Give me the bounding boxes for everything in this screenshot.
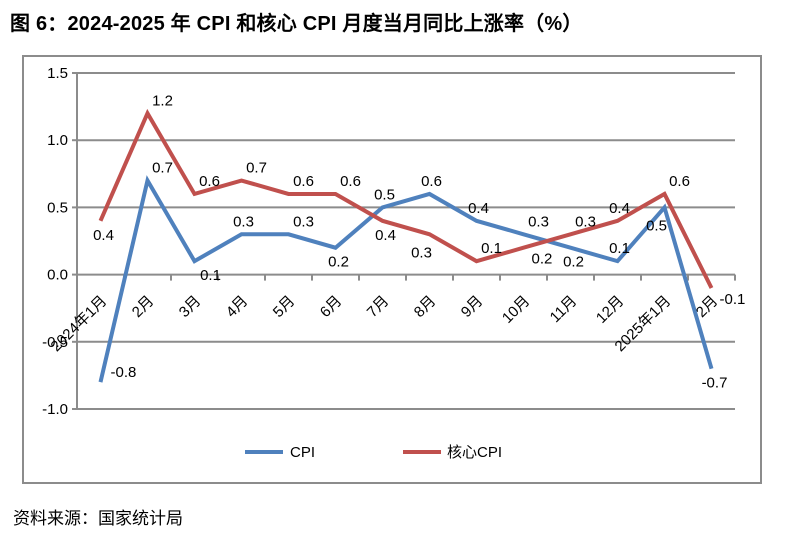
data-label: 0.5 (374, 186, 395, 203)
data-label: 1.2 (152, 92, 173, 109)
y-axis-label: -0.5 (42, 334, 68, 351)
data-label: -0.1 (720, 291, 746, 308)
data-label: 0.6 (293, 173, 314, 190)
data-label: 0.3 (233, 213, 254, 230)
data-label: 0.4 (93, 227, 114, 244)
data-label: 0.7 (152, 160, 173, 177)
data-label: 0.2 (532, 251, 553, 268)
x-axis-label: 9月 (458, 292, 487, 321)
x-axis-label: 12月 (593, 292, 627, 326)
data-label: 0.2 (328, 254, 349, 271)
data-label: 0.1 (200, 267, 221, 284)
data-label: 0.6 (669, 173, 690, 190)
y-axis-label: 0.0 (47, 267, 68, 284)
data-label: 0.6 (421, 173, 442, 190)
x-axis-label: 4月 (223, 292, 252, 321)
data-label: 0.4 (468, 200, 489, 217)
x-axis-label: 7月 (364, 292, 393, 321)
y-axis-label: -1.0 (42, 401, 68, 418)
x-axis-label: 8月 (411, 292, 440, 321)
source-note: 资料来源：国家统计局 (13, 509, 183, 528)
x-axis-label: 2月 (129, 292, 158, 321)
data-label: -0.8 (111, 364, 137, 381)
data-label: 0.3 (411, 244, 432, 261)
data-label: 0.3 (575, 213, 596, 230)
data-label: 0.6 (199, 173, 220, 190)
legend-label: CPI (290, 444, 315, 461)
y-axis-label: 1.5 (47, 65, 68, 82)
data-label: 0.2 (563, 254, 584, 271)
data-label: -0.7 (702, 375, 728, 392)
x-axis-label: 6月 (317, 292, 346, 321)
core-cpi-line-series (98, 108, 714, 289)
x-axis-label: 10月 (499, 292, 533, 326)
chart-frame: 1.5 1.0 0.5 0.0 -0.5 -1.0 2024年1月 2月 3月 4月 5月 6月 7月 8… (22, 55, 762, 484)
data-label: 0.6 (340, 173, 361, 190)
data-label: 0.4 (609, 200, 630, 217)
x-axis-label: 11月 (547, 292, 581, 326)
cpi-line-chart: 1.5 1.0 0.5 0.0 -0.5 -1.0 2024年1月 2月 3月 4月 5月 6月 7月 8… (42, 65, 746, 461)
data-label: 0.3 (293, 213, 314, 230)
data-label: 0.4 (375, 227, 396, 244)
x-axis-label: 5月 (270, 292, 299, 321)
data-label: 0.5 (646, 217, 667, 234)
y-axis-label: 0.5 (47, 199, 68, 216)
x-axis-label: 3月 (176, 292, 205, 321)
y-axis-label: 1.0 (47, 132, 68, 149)
cpi-line-series (98, 175, 714, 383)
data-label: 0.3 (528, 213, 549, 230)
legend-label: 核心CPI (447, 444, 502, 461)
data-label: 0.1 (609, 240, 630, 257)
data-label: 0.1 (481, 240, 502, 257)
figure-title: 图 6：2024-2025 年 CPI 和核心 CPI 月度当月同比上涨率（%） (10, 13, 583, 35)
x-axis-label: 2024年1月 (48, 292, 111, 355)
data-label: 0.7 (246, 160, 267, 177)
